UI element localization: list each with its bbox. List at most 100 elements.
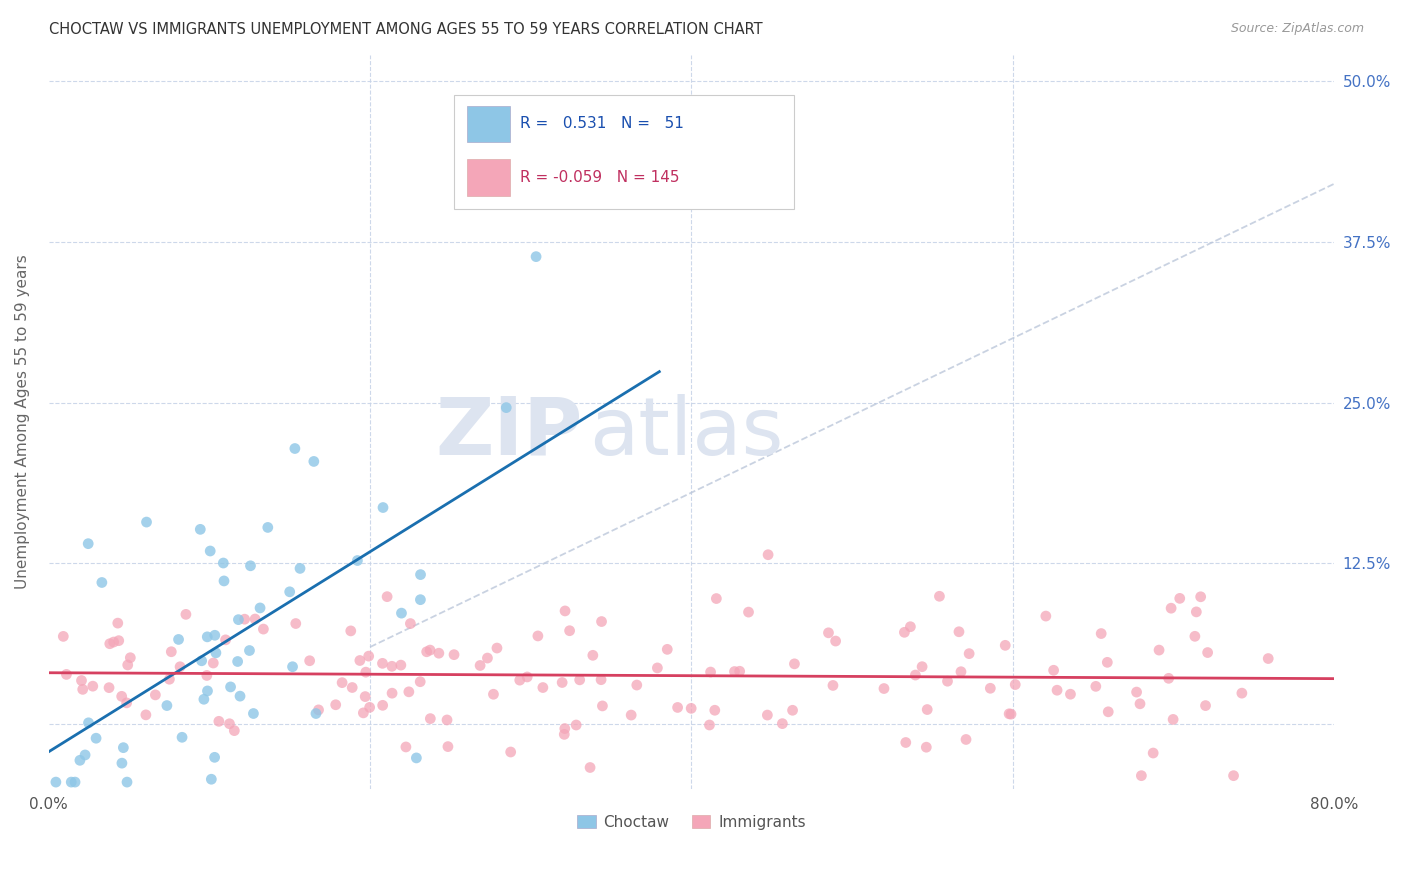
- Point: [284, 442, 307, 456]
- Point: [419, 712, 441, 726]
- Point: [193, 692, 215, 706]
- Point: [1161, 713, 1184, 727]
- Point: [200, 772, 222, 787]
- Point: [219, 680, 242, 694]
- Point: [75, 747, 97, 762]
- Point: [405, 751, 427, 765]
- Point: [284, 616, 307, 631]
- Point: [77, 715, 100, 730]
- Point: [495, 401, 517, 415]
- Point: [90, 575, 112, 590]
- Point: [706, 591, 728, 606]
- Point: [1084, 679, 1107, 693]
- Point: [1184, 629, 1206, 643]
- Point: [756, 548, 779, 562]
- Point: [167, 632, 190, 647]
- Point: [756, 708, 779, 723]
- Point: [558, 624, 581, 638]
- Point: [904, 668, 927, 682]
- Point: [928, 589, 950, 603]
- Point: [647, 661, 669, 675]
- Point: [82, 679, 104, 693]
- Point: [342, 681, 364, 695]
- Point: [371, 657, 394, 671]
- Point: [302, 454, 325, 468]
- Point: [915, 702, 938, 716]
- Point: [399, 616, 422, 631]
- Point: [499, 745, 522, 759]
- Point: [305, 706, 328, 721]
- Point: [238, 643, 260, 657]
- Point: [63, 775, 86, 789]
- Point: [409, 567, 432, 582]
- Text: Source: ZipAtlas.com: Source: ZipAtlas.com: [1230, 22, 1364, 36]
- Point: [591, 698, 613, 713]
- Point: [70, 673, 93, 688]
- Point: [389, 658, 412, 673]
- Point: [190, 654, 212, 668]
- Point: [60, 775, 83, 789]
- Point: [371, 500, 394, 515]
- Point: [911, 659, 934, 673]
- Point: [783, 657, 806, 671]
- Point: [111, 756, 134, 771]
- Point: [699, 718, 721, 732]
- Point: [782, 703, 804, 717]
- Point: [84, 731, 107, 746]
- Point: [197, 684, 219, 698]
- Point: [115, 696, 138, 710]
- FancyBboxPatch shape: [454, 95, 794, 209]
- Point: [205, 646, 228, 660]
- Point: [212, 574, 235, 588]
- Point: [242, 706, 264, 721]
- Point: [77, 537, 100, 551]
- Point: [509, 673, 531, 687]
- Point: [915, 740, 938, 755]
- Point: [359, 700, 381, 714]
- Point: [226, 655, 249, 669]
- Point: [72, 682, 94, 697]
- Point: [1189, 590, 1212, 604]
- Point: [681, 701, 703, 715]
- Point: [723, 665, 745, 679]
- Point: [145, 688, 167, 702]
- Point: [1059, 687, 1081, 701]
- Point: [1035, 609, 1057, 624]
- Point: [325, 698, 347, 712]
- Point: [112, 740, 135, 755]
- Point: [579, 760, 602, 774]
- Point: [398, 685, 420, 699]
- Point: [955, 732, 977, 747]
- Point: [437, 739, 460, 754]
- Point: [188, 522, 211, 536]
- Point: [117, 657, 139, 672]
- Point: [699, 665, 721, 679]
- Point: [395, 739, 418, 754]
- Point: [229, 689, 252, 703]
- Point: [900, 620, 922, 634]
- Point: [409, 592, 432, 607]
- Point: [200, 544, 222, 558]
- Point: [551, 675, 574, 690]
- Point: [949, 665, 972, 679]
- Point: [52, 629, 75, 643]
- Text: R =   0.531   N =   51: R = 0.531 N = 51: [520, 116, 685, 131]
- Point: [354, 665, 377, 680]
- Point: [278, 584, 301, 599]
- Point: [202, 656, 225, 670]
- Point: [554, 722, 576, 736]
- Point: [737, 605, 759, 619]
- Point: [1147, 643, 1170, 657]
- Point: [381, 686, 404, 700]
- Point: [214, 632, 236, 647]
- Point: [415, 645, 437, 659]
- Point: [591, 615, 613, 629]
- Point: [160, 645, 183, 659]
- Point: [195, 630, 218, 644]
- Point: [308, 703, 330, 717]
- Point: [1125, 685, 1147, 699]
- Point: [994, 638, 1017, 652]
- Point: [218, 716, 240, 731]
- Point: [98, 637, 121, 651]
- Point: [224, 723, 246, 738]
